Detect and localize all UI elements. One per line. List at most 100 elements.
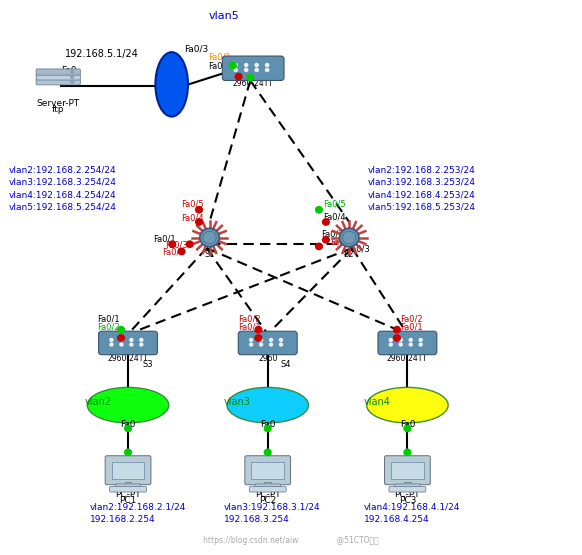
Circle shape — [315, 243, 323, 250]
Text: Fa0/3: Fa0/3 — [165, 240, 187, 250]
Text: 2960-24TT: 2960-24TT — [387, 354, 428, 362]
Text: Fa0/3: Fa0/3 — [184, 44, 208, 54]
Text: Fa0: Fa0 — [61, 66, 77, 75]
Text: Fa0/1: Fa0/1 — [153, 235, 176, 244]
Circle shape — [265, 63, 269, 67]
Circle shape — [235, 73, 243, 80]
Text: Fa0: Fa0 — [400, 420, 415, 430]
Circle shape — [279, 343, 282, 346]
FancyBboxPatch shape — [112, 462, 144, 480]
Circle shape — [250, 339, 253, 341]
Text: Fa0/2: Fa0/2 — [400, 315, 423, 324]
Circle shape — [419, 343, 422, 346]
Circle shape — [409, 339, 412, 341]
Circle shape — [71, 70, 73, 73]
Circle shape — [124, 448, 132, 456]
Text: vlan2:192.168.2.1/24
192.168.2.254: vlan2:192.168.2.1/24 192.168.2.254 — [90, 502, 187, 524]
Circle shape — [244, 63, 248, 67]
Circle shape — [255, 68, 258, 72]
Text: PC1: PC1 — [119, 496, 137, 505]
Circle shape — [130, 339, 133, 341]
Text: Fa0/5: Fa0/5 — [323, 199, 346, 209]
Text: vlan3: vlan3 — [224, 397, 251, 407]
Circle shape — [200, 228, 219, 247]
Circle shape — [339, 228, 359, 247]
Circle shape — [269, 339, 272, 341]
Circle shape — [124, 425, 132, 432]
FancyBboxPatch shape — [264, 482, 271, 486]
Text: Fa0/1: Fa0/1 — [208, 53, 230, 62]
Text: Fa0/2: Fa0/2 — [208, 62, 230, 71]
Text: Fa0/2: Fa0/2 — [330, 238, 353, 247]
Circle shape — [265, 68, 269, 72]
Text: Fa0/4: Fa0/4 — [181, 213, 204, 223]
Circle shape — [264, 448, 272, 456]
Text: vlan4:192.168.4.1/24
192.168.4.254: vlan4:192.168.4.1/24 192.168.4.254 — [364, 502, 460, 524]
FancyBboxPatch shape — [36, 69, 80, 75]
Ellipse shape — [155, 52, 188, 117]
Circle shape — [203, 231, 216, 244]
Text: Fa0: Fa0 — [260, 420, 275, 430]
Circle shape — [140, 343, 143, 346]
Text: Fa0/2: Fa0/2 — [238, 315, 261, 324]
FancyBboxPatch shape — [395, 484, 420, 488]
Circle shape — [140, 339, 143, 341]
Text: PC-PT: PC-PT — [115, 490, 141, 498]
Text: S4: S4 — [281, 360, 291, 369]
FancyBboxPatch shape — [109, 487, 147, 492]
FancyBboxPatch shape — [255, 484, 281, 488]
FancyBboxPatch shape — [249, 487, 286, 492]
Circle shape — [71, 80, 73, 83]
FancyBboxPatch shape — [251, 462, 284, 480]
Circle shape — [168, 240, 176, 248]
Circle shape — [110, 343, 113, 346]
Text: S1: S1 — [204, 250, 215, 259]
Ellipse shape — [227, 387, 308, 423]
FancyBboxPatch shape — [389, 487, 426, 492]
Text: 2960-24TT: 2960-24TT — [108, 354, 148, 362]
Circle shape — [279, 339, 282, 341]
Text: PC-PT: PC-PT — [395, 490, 420, 498]
Text: Fa0/3: Fa0/3 — [238, 344, 261, 353]
Circle shape — [260, 343, 262, 346]
Text: vlan2: vlan2 — [84, 397, 111, 407]
Text: 2960: 2960 — [258, 354, 278, 362]
Text: Fa0/5: Fa0/5 — [181, 199, 204, 209]
Text: S3: S3 — [143, 360, 153, 369]
Text: vlan3:192.168.3.1/24
192.168.3.254: vlan3:192.168.3.1/24 192.168.3.254 — [224, 502, 321, 524]
Text: vlan2:192.168.2.253/24
vlan3:192.168.3.253/24
vlan4:192.168.4.253/24
vlan5:192.1: vlan2:192.168.2.253/24 vlan3:192.168.3.2… — [368, 165, 476, 212]
Text: Fa0/1: Fa0/1 — [321, 230, 344, 239]
FancyBboxPatch shape — [98, 331, 158, 355]
Text: vlan5: vlan5 — [209, 11, 239, 21]
FancyBboxPatch shape — [385, 456, 430, 485]
FancyBboxPatch shape — [222, 56, 284, 80]
Circle shape — [322, 218, 330, 226]
Circle shape — [264, 425, 272, 432]
Circle shape — [244, 68, 248, 72]
Text: Fa0/1: Fa0/1 — [238, 322, 261, 332]
Circle shape — [195, 218, 203, 226]
Text: https://blog.csdn.net/aiw                @51CTO博客: https://blog.csdn.net/aiw @51CTO博客 — [203, 536, 379, 545]
Text: Fa0/4: Fa0/4 — [323, 212, 346, 221]
Text: Fa0/1: Fa0/1 — [400, 322, 423, 332]
Circle shape — [419, 339, 422, 341]
Circle shape — [315, 206, 323, 214]
Circle shape — [254, 326, 262, 334]
Circle shape — [393, 326, 401, 334]
Circle shape — [71, 75, 73, 78]
Circle shape — [399, 339, 402, 341]
Text: Fa0: Fa0 — [120, 420, 136, 430]
Circle shape — [234, 63, 237, 67]
Text: 2960-24TT: 2960-24TT — [233, 79, 274, 88]
Text: Fa0/3: Fa0/3 — [97, 344, 120, 353]
FancyBboxPatch shape — [245, 456, 290, 485]
FancyBboxPatch shape — [105, 456, 151, 485]
Text: S2: S2 — [344, 250, 354, 259]
Circle shape — [255, 63, 258, 67]
Text: ftp: ftp — [52, 105, 65, 114]
Text: 192.168.5.1/24: 192.168.5.1/24 — [65, 49, 139, 59]
Circle shape — [254, 334, 262, 342]
FancyBboxPatch shape — [36, 74, 80, 80]
FancyBboxPatch shape — [404, 482, 411, 486]
Text: PC2: PC2 — [259, 496, 276, 505]
